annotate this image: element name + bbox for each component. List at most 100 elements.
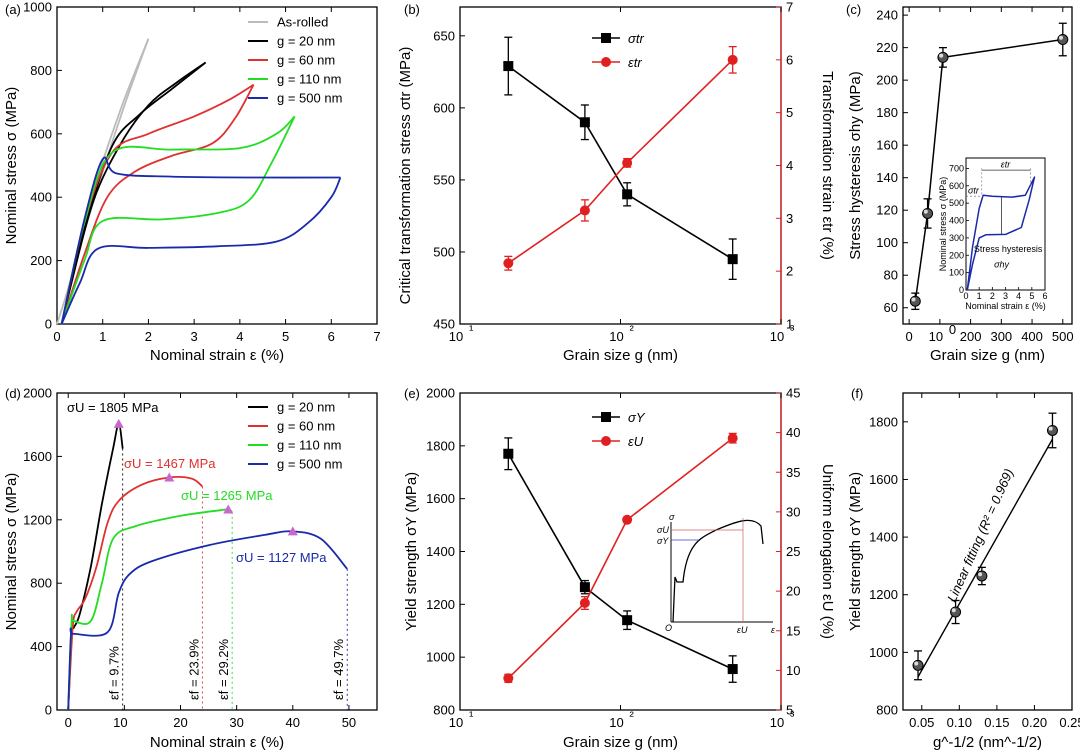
data-point <box>1046 424 1058 436</box>
inset-label: σ <box>669 512 675 522</box>
peak-marker <box>223 504 234 514</box>
data-point <box>950 606 962 618</box>
data-point-shine <box>978 572 983 577</box>
y-tick-label: 1000 <box>426 650 455 665</box>
y-tick-label: 800 <box>30 576 52 591</box>
inset-frame <box>965 157 1046 291</box>
x-tick-label: 400 <box>1021 329 1043 344</box>
data-point <box>503 673 514 684</box>
inset-curve <box>672 519 764 623</box>
legend-label: g = 60 nm <box>277 419 335 434</box>
y-tick-label: 1000 <box>23 0 52 15</box>
x-tick-label: 500 <box>1052 329 1074 344</box>
inset-curve <box>966 176 1036 291</box>
x-tick-label: 40 <box>286 715 300 730</box>
y2-tick-label: 10 <box>786 663 800 678</box>
inset-x-tick-label: 6 <box>1042 291 1047 301</box>
x-axis-label: Grain size g (nm) <box>563 734 678 751</box>
curve-load-2 <box>60 83 255 325</box>
y2-tick-label: 5 <box>786 703 793 718</box>
data-point <box>503 448 514 459</box>
x-tick-label: 0 <box>65 715 72 730</box>
inset-x-tick-label: 4 <box>1016 291 1021 301</box>
curve-unload-1 <box>60 61 207 325</box>
inset-x-tick-label: 2 <box>990 291 995 301</box>
inset-x-tick-label: 5 <box>1029 291 1034 301</box>
x-tick-label: 50 <box>342 715 356 730</box>
x-tick-label: 0 <box>53 329 60 344</box>
legend-label: εtr <box>628 55 642 70</box>
y-tick-label: 0 <box>45 317 52 332</box>
data-point <box>579 205 590 216</box>
x-tick-label: 10 <box>609 329 623 344</box>
data-point <box>622 189 633 200</box>
y-tick-label: 450 <box>433 317 455 332</box>
x-tick-label-exp: ¹ <box>469 322 474 337</box>
legend-marker <box>601 412 611 422</box>
inset-x-tick-label: 3 <box>1003 291 1008 301</box>
panel-label: (e) <box>404 386 420 401</box>
y-tick-label: 1200 <box>23 512 52 527</box>
y-tick-label: 800 <box>876 703 898 718</box>
x-tick-label: 0 <box>906 329 913 344</box>
x-tick-label-exp: ² <box>630 322 635 337</box>
x-tick-label-exp: 0 <box>949 322 956 337</box>
y-tick-label: 1200 <box>869 587 898 602</box>
inset-y-tick-label: 200 <box>949 250 964 260</box>
y2-tick-label: 35 <box>786 465 800 480</box>
x-tick-label: 200 <box>960 329 982 344</box>
data-point-shine <box>951 608 956 613</box>
y-tick-label: 1400 <box>426 544 455 559</box>
series-line <box>914 38 1063 302</box>
y-tick-label: 200 <box>876 73 898 88</box>
y-tick-label: 600 <box>30 126 52 141</box>
data-point <box>1057 34 1069 46</box>
y-tick-label: 120 <box>876 203 898 218</box>
panel-label: (b) <box>404 2 420 17</box>
inset-x-label: Nominal strain ε (%) <box>965 301 1046 311</box>
data-point <box>579 598 590 609</box>
panel-c-frame <box>902 6 1073 325</box>
fit-annotation: Linear fitting (R² = 0.969) <box>944 466 1016 604</box>
y-tick-label: 100 <box>876 235 898 250</box>
y-axis-label: Nominal stress σ (MPa) <box>3 87 20 245</box>
y-tick-label: 400 <box>30 190 52 205</box>
data-point <box>922 207 934 219</box>
data-point <box>503 61 514 72</box>
y-tick-label: 1400 <box>869 530 898 545</box>
x-tick-label: 0.25 <box>1059 715 1080 730</box>
data-point <box>727 433 738 444</box>
x-tick-label: 30 <box>229 715 243 730</box>
series-line-0 <box>507 453 734 670</box>
x-tick-label: 2 <box>145 329 152 344</box>
y-tick-label: 0 <box>45 703 52 718</box>
y2-axis-label: Transformation strain εtr (%) <box>819 71 836 260</box>
y2-tick-label: 20 <box>786 584 800 599</box>
y-tick-label: 80 <box>884 268 898 283</box>
fracture-label: εf = 23.9% <box>186 638 201 700</box>
y-tick-label: 1600 <box>426 491 455 506</box>
curve-unload-4 <box>60 177 342 325</box>
y2-tick-label: 7 <box>786 0 793 15</box>
inset-y-tick-label: 0 <box>959 285 964 295</box>
x-tick-label: 7 <box>373 329 380 344</box>
y-tick-label: 1800 <box>869 414 898 429</box>
fracture-label: εf = 29.2% <box>216 638 231 700</box>
series-line-1 <box>507 437 734 679</box>
fracture-label: εf = 9.7% <box>107 646 122 700</box>
legend-marker <box>601 436 611 446</box>
y-tick-label: 200 <box>30 253 52 268</box>
y2-tick-label: 3 <box>786 211 793 226</box>
data-point <box>727 664 738 675</box>
y-tick-label: 600 <box>433 100 455 115</box>
x-tick-label: 0.10 <box>947 715 972 730</box>
y2-tick-label: 40 <box>786 425 800 440</box>
data-point <box>622 514 633 525</box>
series-line-1 <box>507 59 734 264</box>
y-tick-label: 1800 <box>426 438 455 453</box>
y-tick-label: 220 <box>876 40 898 55</box>
y-tick-label: 1600 <box>23 449 52 464</box>
series-line-0 <box>507 65 734 260</box>
inset-x-tick-label: 1 <box>977 291 982 301</box>
